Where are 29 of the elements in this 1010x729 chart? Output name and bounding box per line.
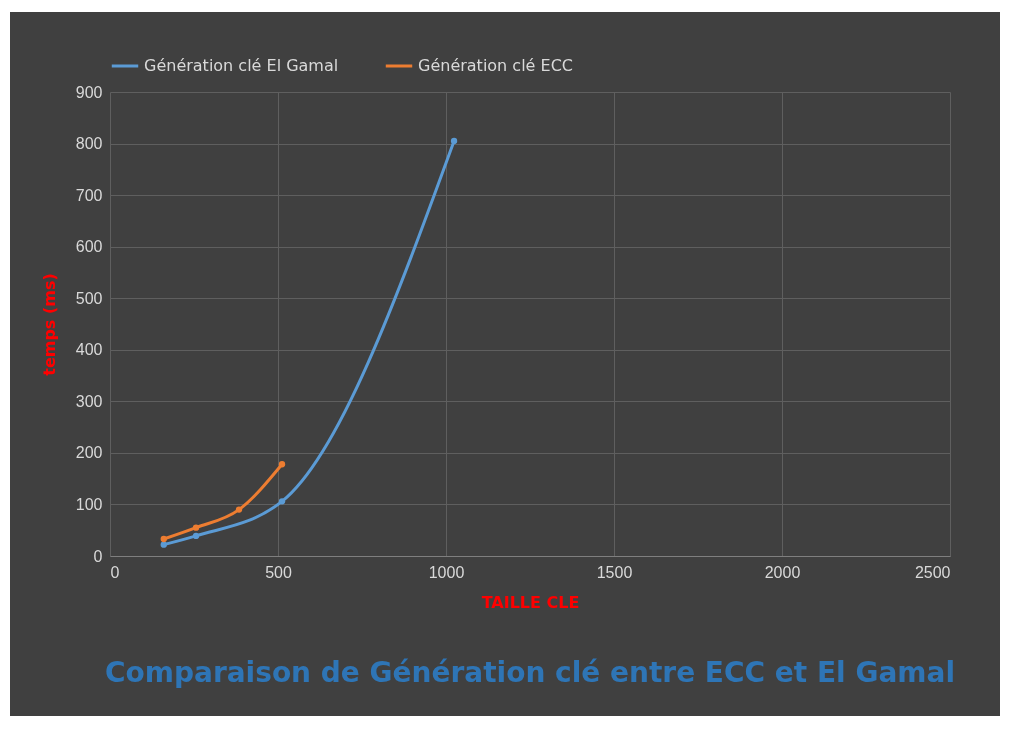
y-tick-label: 100 xyxy=(75,495,103,513)
point xyxy=(192,524,200,531)
x-tick-label: 2500 xyxy=(914,563,951,581)
text: Comparaison de Génération clé entre ECC et El Gamal xyxy=(105,656,955,689)
x-tick-label: 1000 xyxy=(428,563,465,581)
point xyxy=(192,532,200,540)
point xyxy=(235,506,243,513)
y-tick-label: 400 xyxy=(75,341,103,359)
y-tick-label: 200 xyxy=(75,444,103,462)
y-tick-label: 600 xyxy=(75,238,103,256)
y-tick-label: 0 xyxy=(93,547,103,565)
y-tick-label: 700 xyxy=(75,186,103,204)
point xyxy=(160,535,167,543)
y-axis-title: temps (ms) xyxy=(39,273,59,376)
y-tick-label: 800 xyxy=(75,135,103,153)
legend-label: Génération clé ECC xyxy=(418,56,573,75)
x-axis-title: TAILLE CLE xyxy=(481,592,580,612)
y-tick-label: 900 xyxy=(75,83,103,101)
legend-label: Génération clé El Gamal xyxy=(144,56,339,75)
x-tick-label: 2000 xyxy=(764,563,801,581)
y-tick-label: 500 xyxy=(75,289,103,307)
point xyxy=(450,137,458,145)
point xyxy=(278,498,286,505)
point xyxy=(278,461,286,468)
y-tick-label: 300 xyxy=(75,392,103,410)
x-tick-label: 500 xyxy=(265,563,292,581)
x-tick-label: 1500 xyxy=(596,563,633,581)
x-tick-label: 0 xyxy=(110,563,120,581)
point xyxy=(160,541,167,548)
